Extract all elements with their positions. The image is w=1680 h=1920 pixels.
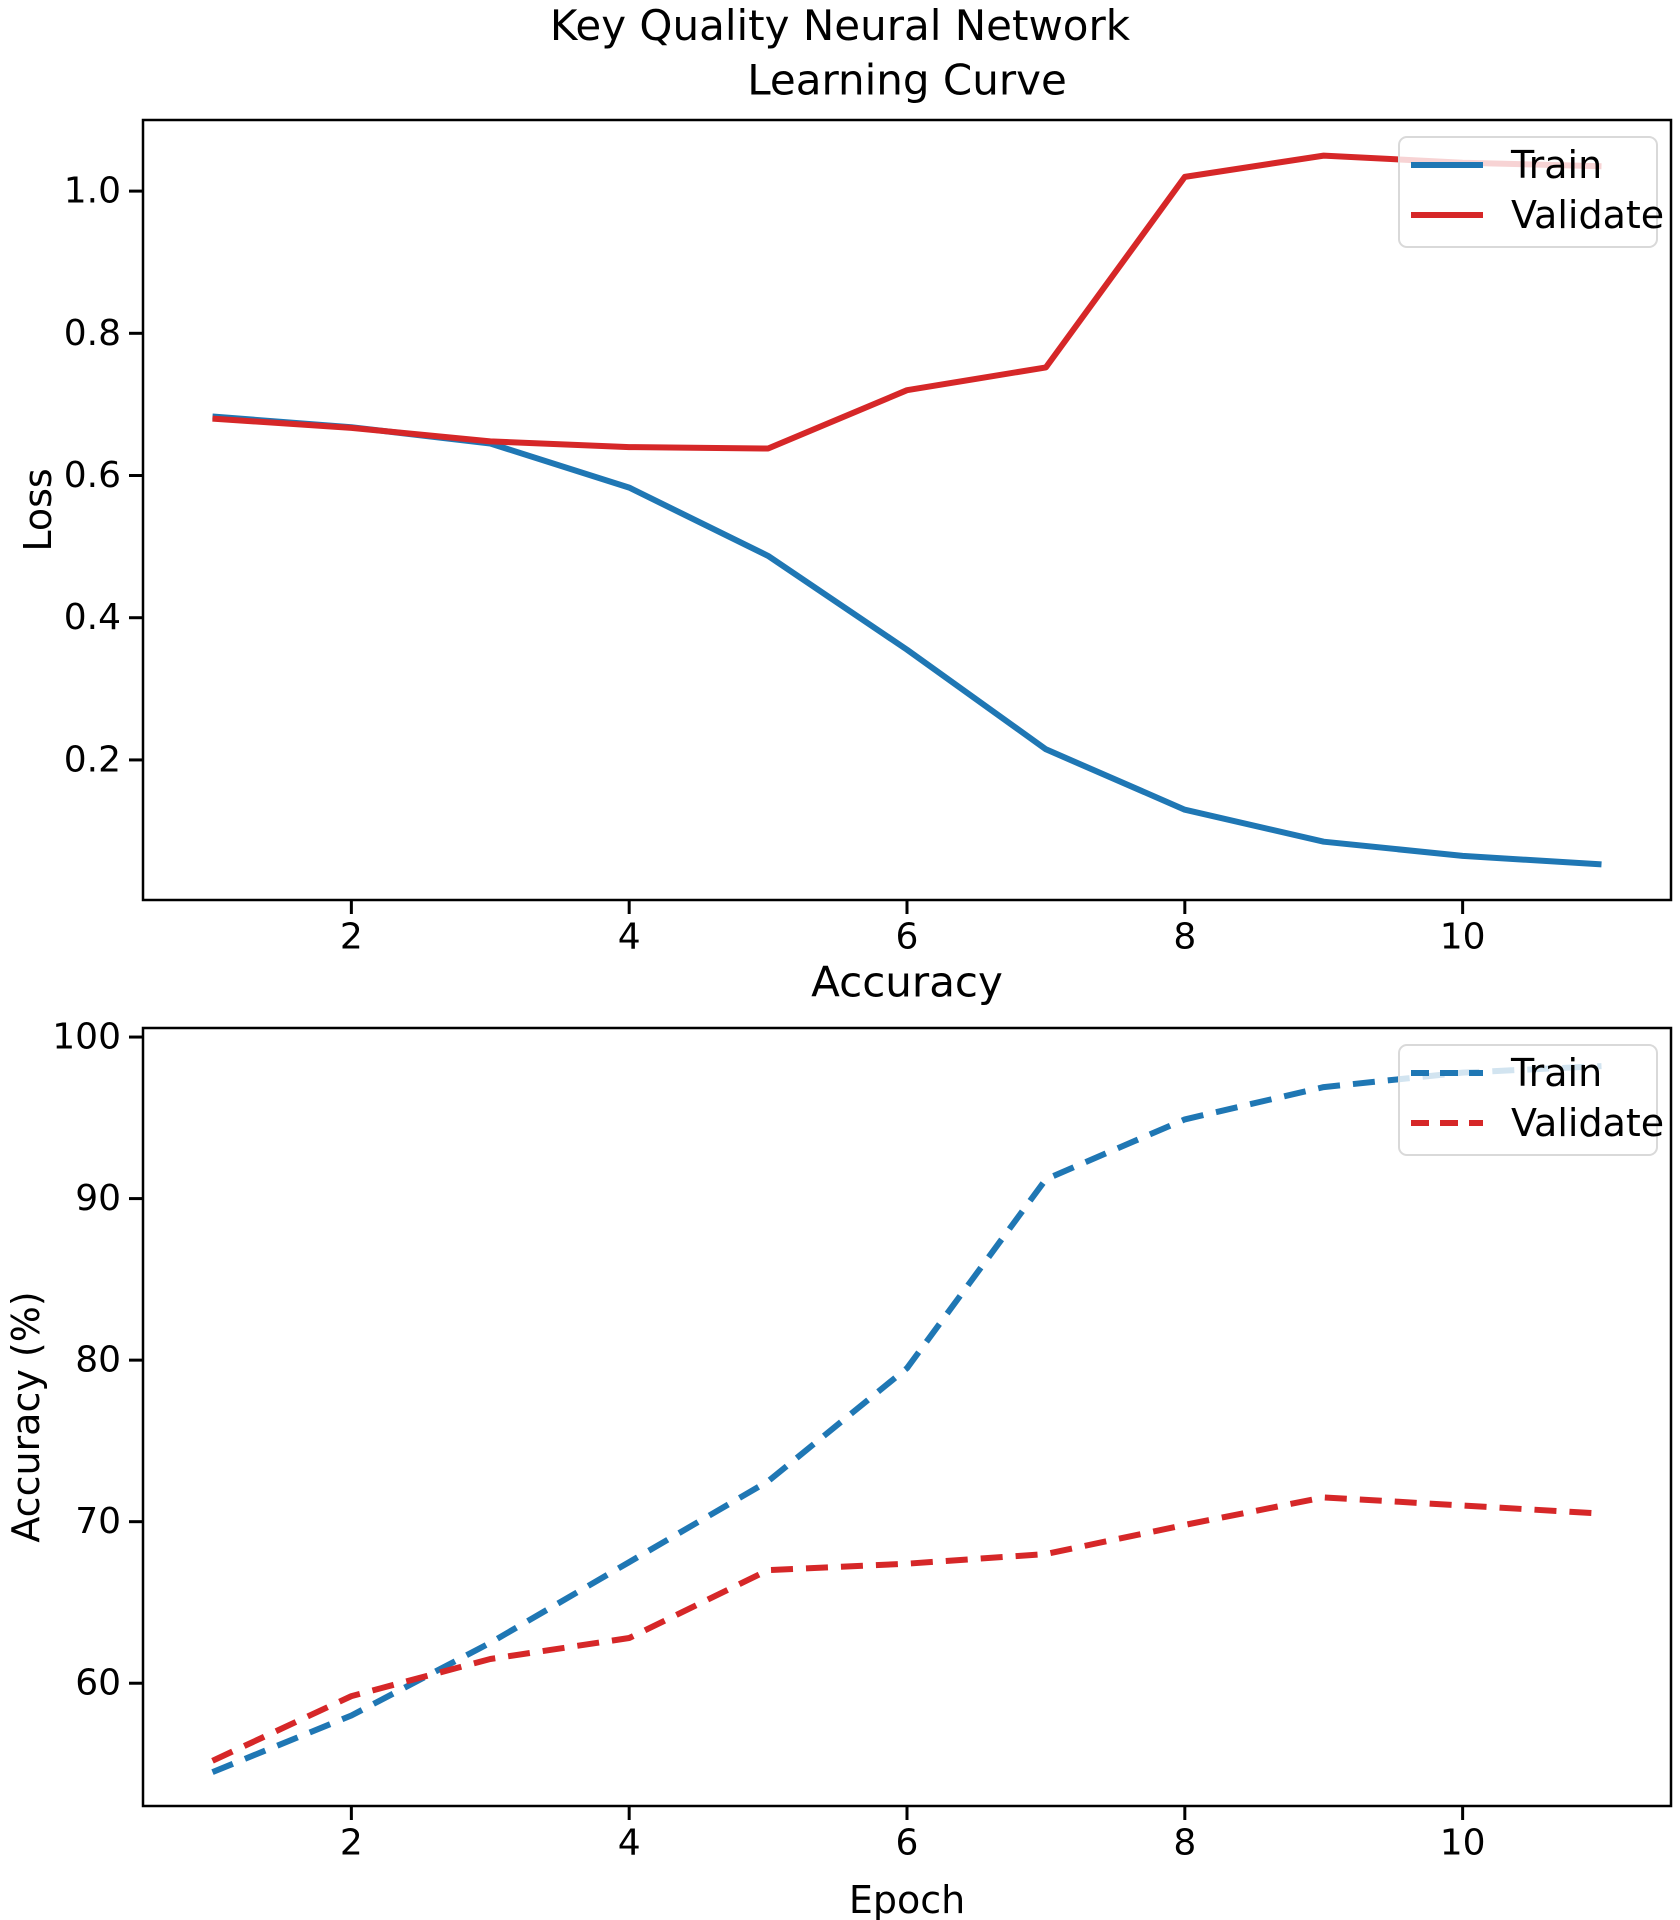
accuracy-plot-x-tick-label: 10 xyxy=(1440,1823,1486,1864)
loss-plot-legend: Train Validate xyxy=(1398,136,1664,248)
loss-plot-y-tick-label: 0.6 xyxy=(64,455,121,496)
loss-plot-title: Learning Curve xyxy=(747,56,1067,105)
accuracy-plot-xlabel: Epoch xyxy=(849,1878,965,1920)
accuracy-plot-y-tick-label: 100 xyxy=(52,1017,121,1058)
figure-suptitle: Key Quality Neural Network xyxy=(549,1,1131,50)
accuracy-plot-legend-train-label: Train xyxy=(1510,1051,1602,1095)
accuracy-plot-y-tick-label: 90 xyxy=(75,1178,121,1219)
accuracy-plot-x-tick-label: 4 xyxy=(618,1823,641,1864)
accuracy-plot-x-tick-label: 6 xyxy=(896,1823,919,1864)
loss-plot-x-tick-label: 10 xyxy=(1440,917,1486,958)
accuracy-plot-x-tick-label: 8 xyxy=(1173,1823,1196,1864)
loss-plot-validate-line xyxy=(212,152,1602,452)
accuracy-plot-y-tick-label: 80 xyxy=(75,1340,121,1381)
loss-plot-y-tick-label: 0.2 xyxy=(64,739,121,780)
accuracy-plot-ylabel: Accuracy (%) xyxy=(4,1291,48,1542)
accuracy-plot-train-line xyxy=(211,1063,1602,1775)
accuracy-plot-title: Accuracy xyxy=(811,958,1003,1007)
loss-plot-y-tick-label: 1.0 xyxy=(64,171,121,212)
accuracy-plot-legend-box xyxy=(1398,1044,1658,1156)
loss-plot-x-tick-label: 4 xyxy=(618,917,641,958)
accuracy-plot-y-tick-label: 60 xyxy=(75,1663,121,1704)
loss-plot: 2 4 6 8 10 0.2 0.4 0.6 0.8 1.0 Learning Curve Loss T… xyxy=(16,56,1673,958)
loss-plot-legend-train-label: Train xyxy=(1510,143,1602,187)
accuracy-plot: 2 4 6 8 10 60 70 80 90 100 Accuracy Accuracy (%) Epo… xyxy=(4,958,1673,1920)
loss-plot-train-line xyxy=(212,413,1602,868)
loss-plot-x-tick-label: 2 xyxy=(340,917,363,958)
loss-plot-x-tick-label: 6 xyxy=(896,917,919,958)
loss-plot-x-tick-label: 8 xyxy=(1173,917,1196,958)
loss-plot-y-tick-label: 0.4 xyxy=(64,597,121,638)
loss-plot-y-tick-label: 0.8 xyxy=(64,313,121,354)
loss-plot-legend-validate-label: Validate xyxy=(1511,193,1664,237)
accuracy-plot-validate-line xyxy=(211,1494,1602,1764)
accuracy-plot-legend-validate-label: Validate xyxy=(1511,1101,1664,1145)
loss-plot-ylabel: Loss xyxy=(16,468,60,551)
accuracy-plot-legend: Train Validate xyxy=(1398,1044,1664,1156)
accuracy-plot-y-tick-label: 70 xyxy=(75,1501,121,1542)
accuracy-plot-x-tick-label: 2 xyxy=(340,1823,363,1864)
